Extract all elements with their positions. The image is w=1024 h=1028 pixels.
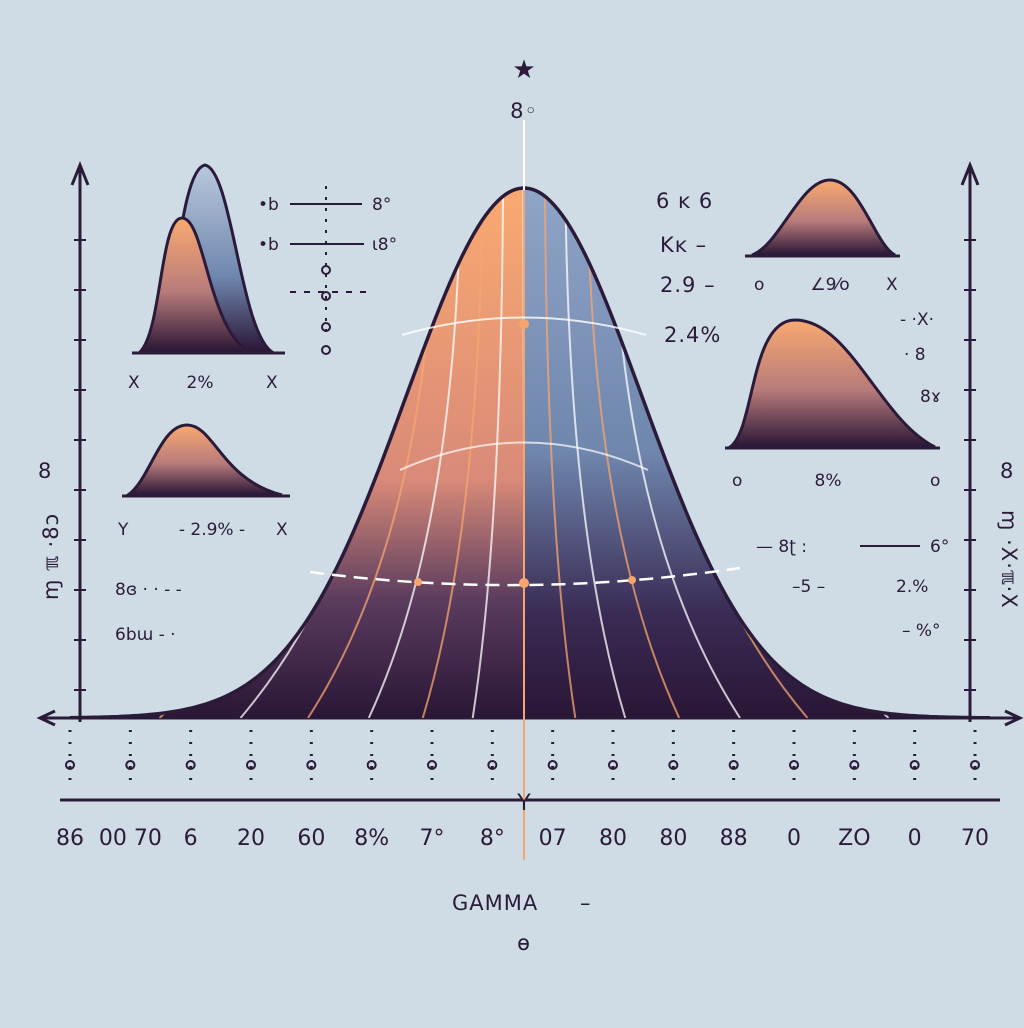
annotation-ur-4: 2.4%	[664, 323, 721, 347]
annotation-rm-right-1: 6°	[930, 537, 949, 557]
inset-mid-right: o 8% o	[725, 318, 940, 491]
annotation-rm-left-2: –5 –	[792, 577, 825, 597]
x-tick-label: 00 70	[99, 826, 162, 851]
inset-top-left: X 2% X	[128, 163, 285, 393]
x-guide-dot	[427, 760, 437, 770]
annotation-tl-prefix-2: •b	[258, 235, 279, 255]
x-tick-label: 70	[961, 826, 989, 851]
x-guide-dot	[909, 760, 920, 770]
inset-top-left-xr: X	[266, 373, 278, 393]
inset-mid-left-center: - 2.9% -	[179, 520, 245, 540]
inset-mid-left-xr: X	[276, 520, 288, 540]
annotation-rm-right-2: 2.%	[896, 577, 928, 597]
inset-top-right: o ∠9⁄o X	[745, 178, 900, 295]
top-marker: ★	[512, 55, 535, 85]
annotation-tl-value-1: 8°	[372, 195, 391, 215]
annotations-top-left: •b 8° •b ɩ8°	[258, 186, 397, 355]
annotation-ur-1: 6 ĸ 6	[656, 189, 713, 213]
bell-stripe	[543, 188, 577, 719]
annotation-rm-left-1: — 8ʈ :	[756, 537, 807, 557]
left-axis-label: 8	[38, 459, 52, 483]
x-axis-label: GAMMA	[452, 891, 538, 915]
x-tick-label: ZO	[838, 826, 870, 851]
bell-right-area	[524, 188, 990, 718]
x-guide-dot	[728, 760, 739, 770]
annotations-left-mid: 8ɞ · · - - 6bɯ - ·	[115, 580, 182, 645]
x-guide-dot	[65, 760, 75, 770]
x-guide-dot	[125, 760, 136, 770]
x-axis-label-suffix: –	[580, 891, 592, 915]
x-tick-label: 86	[56, 826, 84, 851]
annotation-rm-left-3: – %°	[902, 621, 941, 641]
x-guide-dot	[970, 760, 980, 770]
right-axis-label: 8	[1000, 459, 1014, 483]
x-tick-label: 80	[659, 826, 687, 851]
x-guide-dot	[849, 760, 860, 770]
annotation-rs-1: - ·X·	[900, 310, 934, 330]
inset-top-right-xl: o	[754, 275, 764, 295]
x-tick-label: 0	[908, 826, 922, 851]
annotation-rs-3: 8ɤ	[920, 387, 941, 407]
inset-mid-left-xl: Y	[117, 520, 129, 540]
annotation-lm-2: 6bɯ - ·	[115, 625, 176, 645]
x-guide-dot	[608, 760, 618, 770]
annotation-ur-2: Kĸ –	[660, 233, 707, 257]
x-tick-labels: 86 00 70 6 20 60 8% 7° 8° 07 80 80 88 0 ZO 0 70	[56, 730, 989, 851]
x-tick-label: 6	[184, 826, 198, 851]
footer-symbol: ɵ	[517, 931, 531, 955]
x-guide-dot	[366, 760, 377, 770]
x-tick-label: 0	[787, 826, 801, 851]
x-tick-label: 8%	[354, 826, 389, 851]
x-tick-label: 88	[720, 826, 748, 851]
annotations-right-side: - ·X· · 8 8ɤ	[900, 310, 941, 407]
bell-outline	[69, 186, 990, 720]
x-guide-dot	[789, 760, 799, 770]
x-guide-dot	[306, 760, 317, 770]
annotation-lm-1: 8ɞ · · - -	[115, 580, 182, 600]
annotations-upper-right: 6 ĸ 6 Kĸ – 2.9 – 2.4%	[656, 189, 721, 347]
annotation-rs-2: · 8	[904, 345, 926, 365]
top-label: 8◦	[510, 99, 538, 123]
x-tick-label: 7°	[420, 826, 445, 851]
bell-stripe	[564, 188, 627, 719]
left-axis-rotated-label: ɱ ℼ ·8ɔ	[39, 513, 63, 600]
x-guide-dot	[547, 760, 558, 770]
x-guide-dot	[668, 760, 679, 770]
inset-mid-right-xr: o	[930, 471, 940, 491]
annotations-right-mid: — 8ʈ : 6° –5 – 2.% – %°	[756, 537, 949, 641]
x-guide-dot	[487, 760, 498, 770]
annotation-ur-3: 2.9 –	[660, 273, 716, 297]
x-axis-title: GAMMA –	[452, 891, 592, 915]
inset-top-right-center: ∠9⁄o	[810, 275, 849, 295]
bell-left-area	[70, 188, 524, 719]
x-tick-label: 80	[599, 826, 627, 851]
right-axis-rotated-label: ɱ ·X·ℼ·X	[997, 510, 1021, 609]
inset-top-left-front	[136, 216, 251, 354]
inset-top-left-center: 2%	[187, 373, 214, 393]
bottom-center-label: Y	[516, 791, 531, 816]
x-tick-label: 20	[237, 826, 265, 851]
inset-mid-left: Y - 2.9% - X	[117, 423, 290, 540]
x-guide-dot	[185, 760, 196, 770]
annotation-tl-value-2: ɩ8°	[372, 235, 397, 255]
inset-mid-right-xl: o	[732, 471, 742, 491]
bell-stripe	[471, 188, 505, 719]
x-tick-label: 8°	[480, 826, 505, 851]
inset-top-right-xr: X	[886, 275, 898, 295]
inset-top-left-xl: X	[128, 373, 140, 393]
x-guide-dot	[246, 760, 256, 770]
x-tick-label: 07	[539, 826, 567, 851]
bell-stripe	[421, 188, 484, 719]
annotation-tl-prefix-1: •b	[258, 195, 279, 215]
inset-mid-right-center: 8%	[815, 471, 842, 491]
x-tick-label: 60	[297, 826, 325, 851]
